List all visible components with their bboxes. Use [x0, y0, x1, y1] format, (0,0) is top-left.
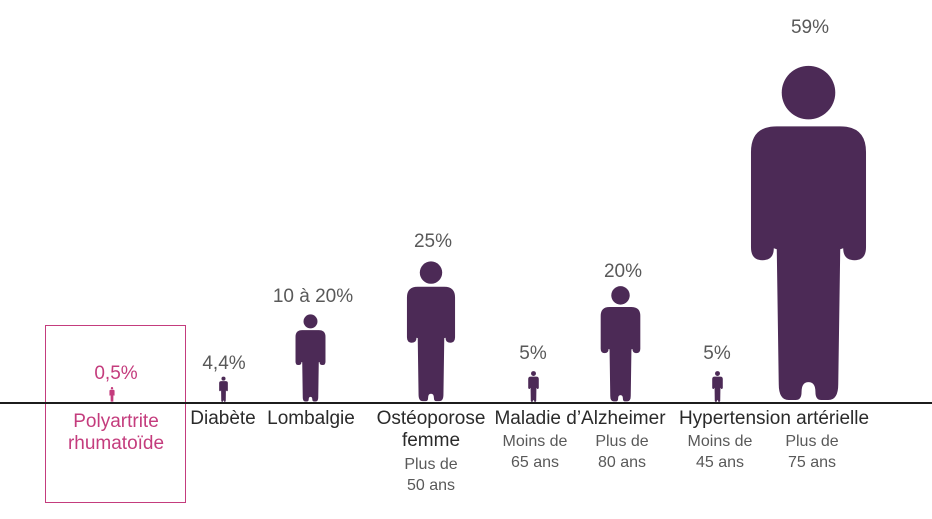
- age-note-alzheimer-old: Plus de 80 ans: [595, 433, 649, 472]
- label-hypertension: Hypertension artérielle: [678, 408, 870, 429]
- value-osteoporose: 25%: [413, 231, 453, 252]
- label-alzheimer: Maladie d’Alzheimer: [494, 408, 666, 429]
- age-note-osteoporose: Plus de 50 ans: [404, 456, 458, 495]
- person-icon-alzheimer-young: [528, 371, 539, 402]
- value-lombalgie: 10 à 20%: [272, 286, 354, 307]
- age-note-hypertension-young: Moins de 45 ans: [687, 433, 753, 472]
- value-alzheimer-old: 20%: [603, 261, 643, 282]
- polyarthritis-highlight-box: [45, 325, 186, 503]
- person-icon-hypertension-old: [749, 64, 868, 402]
- value-hypertension-old: 59%: [790, 17, 830, 38]
- baseline-axis: [0, 402, 932, 404]
- person-icon-lombalgie: [295, 314, 326, 402]
- person-icon-diabete: [219, 376, 228, 402]
- value-polyartrite: 0,5%: [94, 363, 138, 384]
- person-icon-alzheimer-old: [600, 285, 641, 402]
- label-diabete: Diabète: [190, 408, 256, 429]
- person-icon-osteoporose: [406, 261, 456, 402]
- label-polyartrite: Polyartrite rhumatoïde: [67, 411, 165, 455]
- age-note-hypertension-old: Plus de 75 ans: [785, 433, 839, 472]
- label-lombalgie: Lombalgie: [267, 408, 355, 429]
- person-icon-hypertension-young: [712, 371, 723, 402]
- value-alzheimer-young: 5%: [519, 343, 547, 364]
- value-diabete: 4,4%: [202, 353, 246, 374]
- person-icon-polyartrite: [109, 387, 115, 402]
- label-osteoporose: Ostéoporose femme: [376, 408, 486, 452]
- value-hypertension-young: 5%: [703, 343, 731, 364]
- age-note-alzheimer-young: Moins de 65 ans: [502, 433, 568, 472]
